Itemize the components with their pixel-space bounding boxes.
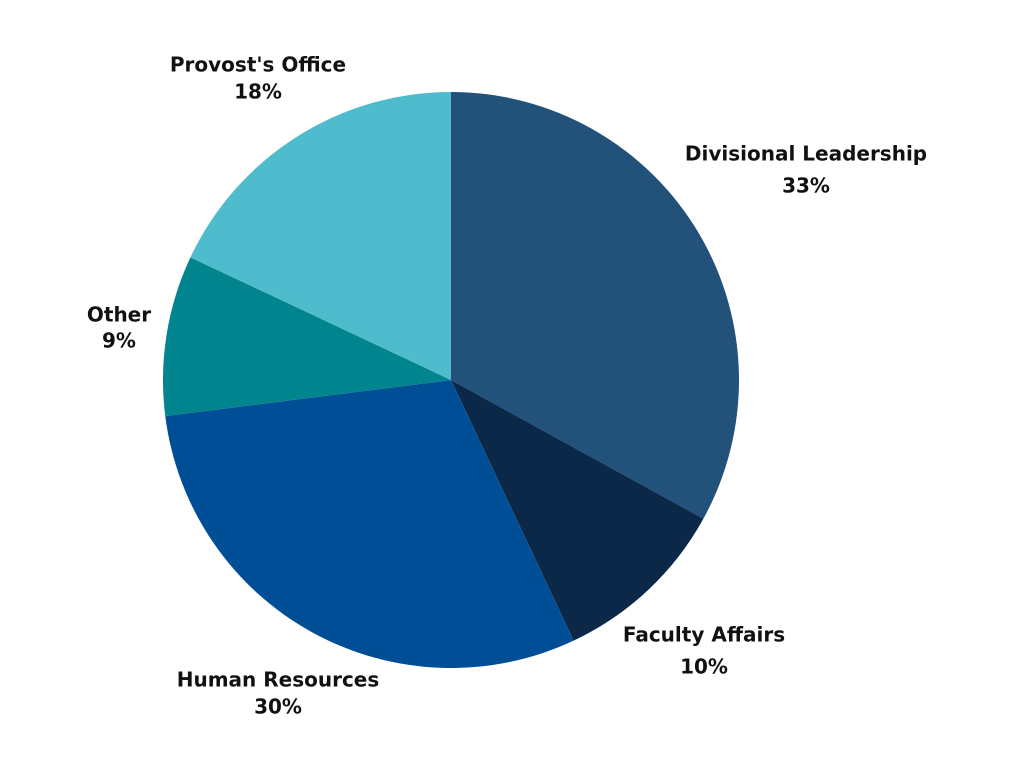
value-label: 33%	[782, 174, 830, 198]
pie-slice	[451, 91, 740, 519]
pie-slice	[451, 380, 704, 641]
value-label: 9%	[102, 329, 136, 353]
value-label: 18%	[234, 80, 282, 104]
pie-slice	[165, 380, 574, 668]
pie-slice	[190, 92, 452, 380]
slice-label: Provost's Office	[170, 53, 346, 77]
slice-label: Faculty Affairs	[623, 623, 785, 647]
value-label: 10%	[680, 655, 728, 679]
slice-label: Human Resources	[177, 668, 380, 692]
slice-label: Divisional Leadership	[685, 142, 927, 166]
pie-slice	[163, 257, 451, 417]
slice-label: Other	[87, 303, 151, 327]
value-label: 30%	[254, 695, 302, 719]
